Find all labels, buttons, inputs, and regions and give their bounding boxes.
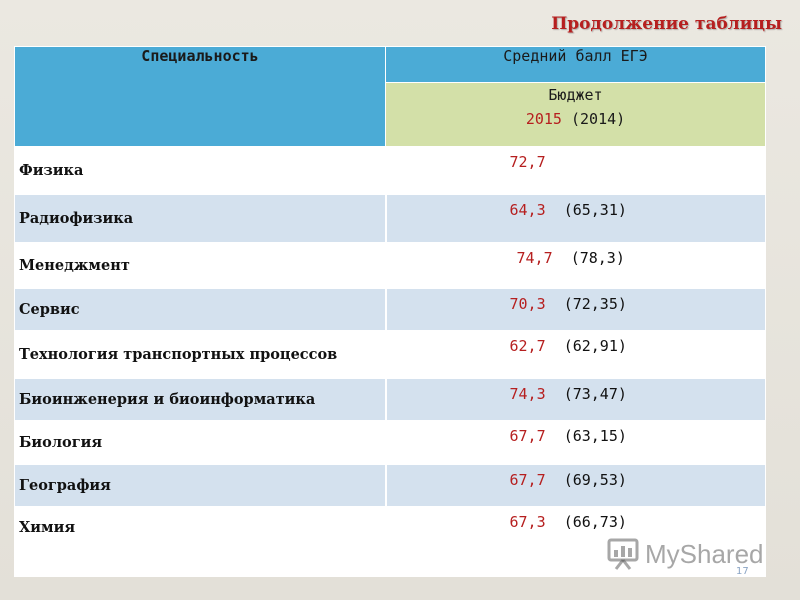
table-row: Радиофизика 64,3 (65,31) — [14, 194, 766, 243]
score-cell: 67,7 (69,53) — [385, 464, 766, 507]
specialty-name: Менеджмент — [14, 242, 387, 289]
year-current: 2015 — [525, 110, 562, 128]
specialty-name: Биоинженерия и биоинформатика — [14, 378, 387, 421]
score-2015: 67,7 — [509, 471, 546, 489]
year-previous: (2014) — [570, 110, 626, 128]
presentation-board-icon — [607, 538, 639, 570]
table-row: Сервис 70,3 (72,35) — [14, 288, 766, 331]
score-cell: 62,7 (62,91) — [385, 330, 766, 379]
specialty-name: Радиофизика — [14, 194, 387, 243]
score-cell: 64,3 (65,31) — [385, 194, 766, 243]
slide-title: Продолжение таблицы — [551, 14, 782, 34]
specialty-name: Технология транспортных процессов — [14, 330, 387, 379]
specialty-name: Химия — [14, 506, 387, 577]
scores-table: Специальность Средний балл ЕГЭ Бюджет 20… — [14, 46, 766, 577]
specialty-header: Специальность — [14, 46, 386, 147]
score-cell: 74,7 (78,3) — [385, 242, 766, 289]
table-row: Менеджмент 74,7 (78,3) — [14, 242, 766, 289]
score-cell: 74,3 (73,47) — [385, 378, 766, 421]
score-cell: 72,7 — [385, 146, 766, 195]
table-row: География 67,7 (69,53) — [14, 464, 766, 507]
score-2015: 62,7 — [509, 337, 546, 355]
score-2014: (72,35) — [563, 295, 627, 313]
page-number: 17 — [736, 566, 749, 577]
score-2014: (66,73) — [563, 513, 627, 531]
budget-header: Бюджет 2015 (2014) — [385, 82, 766, 147]
budget-label: Бюджет — [548, 86, 603, 104]
table-row: Биология 67,7 (63,15) — [14, 420, 766, 465]
score-2015: 64,3 — [509, 201, 546, 219]
score-2015: 72,7 — [509, 153, 546, 171]
table-row: Биоинженерия и биоинформатика 74,3 (73,4… — [14, 378, 766, 421]
score-cell: 70,3 (72,35) — [385, 288, 766, 331]
avg-score-header: Средний балл ЕГЭ — [385, 46, 766, 83]
table-header: Специальность Средний балл ЕГЭ Бюджет 20… — [14, 46, 766, 147]
score-2014: (63,15) — [563, 427, 627, 445]
table-row: Технология транспортных процессов 62,7 (… — [14, 330, 766, 379]
score-2015: 67,3 — [509, 513, 546, 531]
table-body: Физика 72,7 Радиофизика 64,3 (65,31) Мен… — [14, 146, 766, 577]
score-2014: (78,3) — [570, 249, 625, 267]
score-2014: (73,47) — [563, 385, 627, 403]
score-2015: 74,7 — [516, 249, 553, 267]
score-cell: 67,7 (63,15) — [385, 420, 766, 465]
score-2015: 74,3 — [509, 385, 546, 403]
score-2014: (69,53) — [563, 471, 627, 489]
score-2014: (62,91) — [563, 337, 627, 355]
table-row: Физика 72,7 — [14, 146, 766, 195]
specialty-name: Биология — [14, 420, 387, 465]
watermark: MyShared — [606, 536, 764, 572]
specialty-name: География — [14, 464, 387, 507]
specialty-name: Физика — [14, 146, 387, 195]
score-2015: 70,3 — [509, 295, 546, 313]
score-2015: 67,7 — [509, 427, 546, 445]
score-cell: 67,3 (66,73) — [385, 506, 766, 577]
score-2014: (65,31) — [563, 201, 627, 219]
watermark-text: MyShared — [645, 538, 764, 569]
table-row: Химия 67,3 (66,73) — [14, 506, 766, 577]
specialty-name: Сервис — [14, 288, 387, 331]
